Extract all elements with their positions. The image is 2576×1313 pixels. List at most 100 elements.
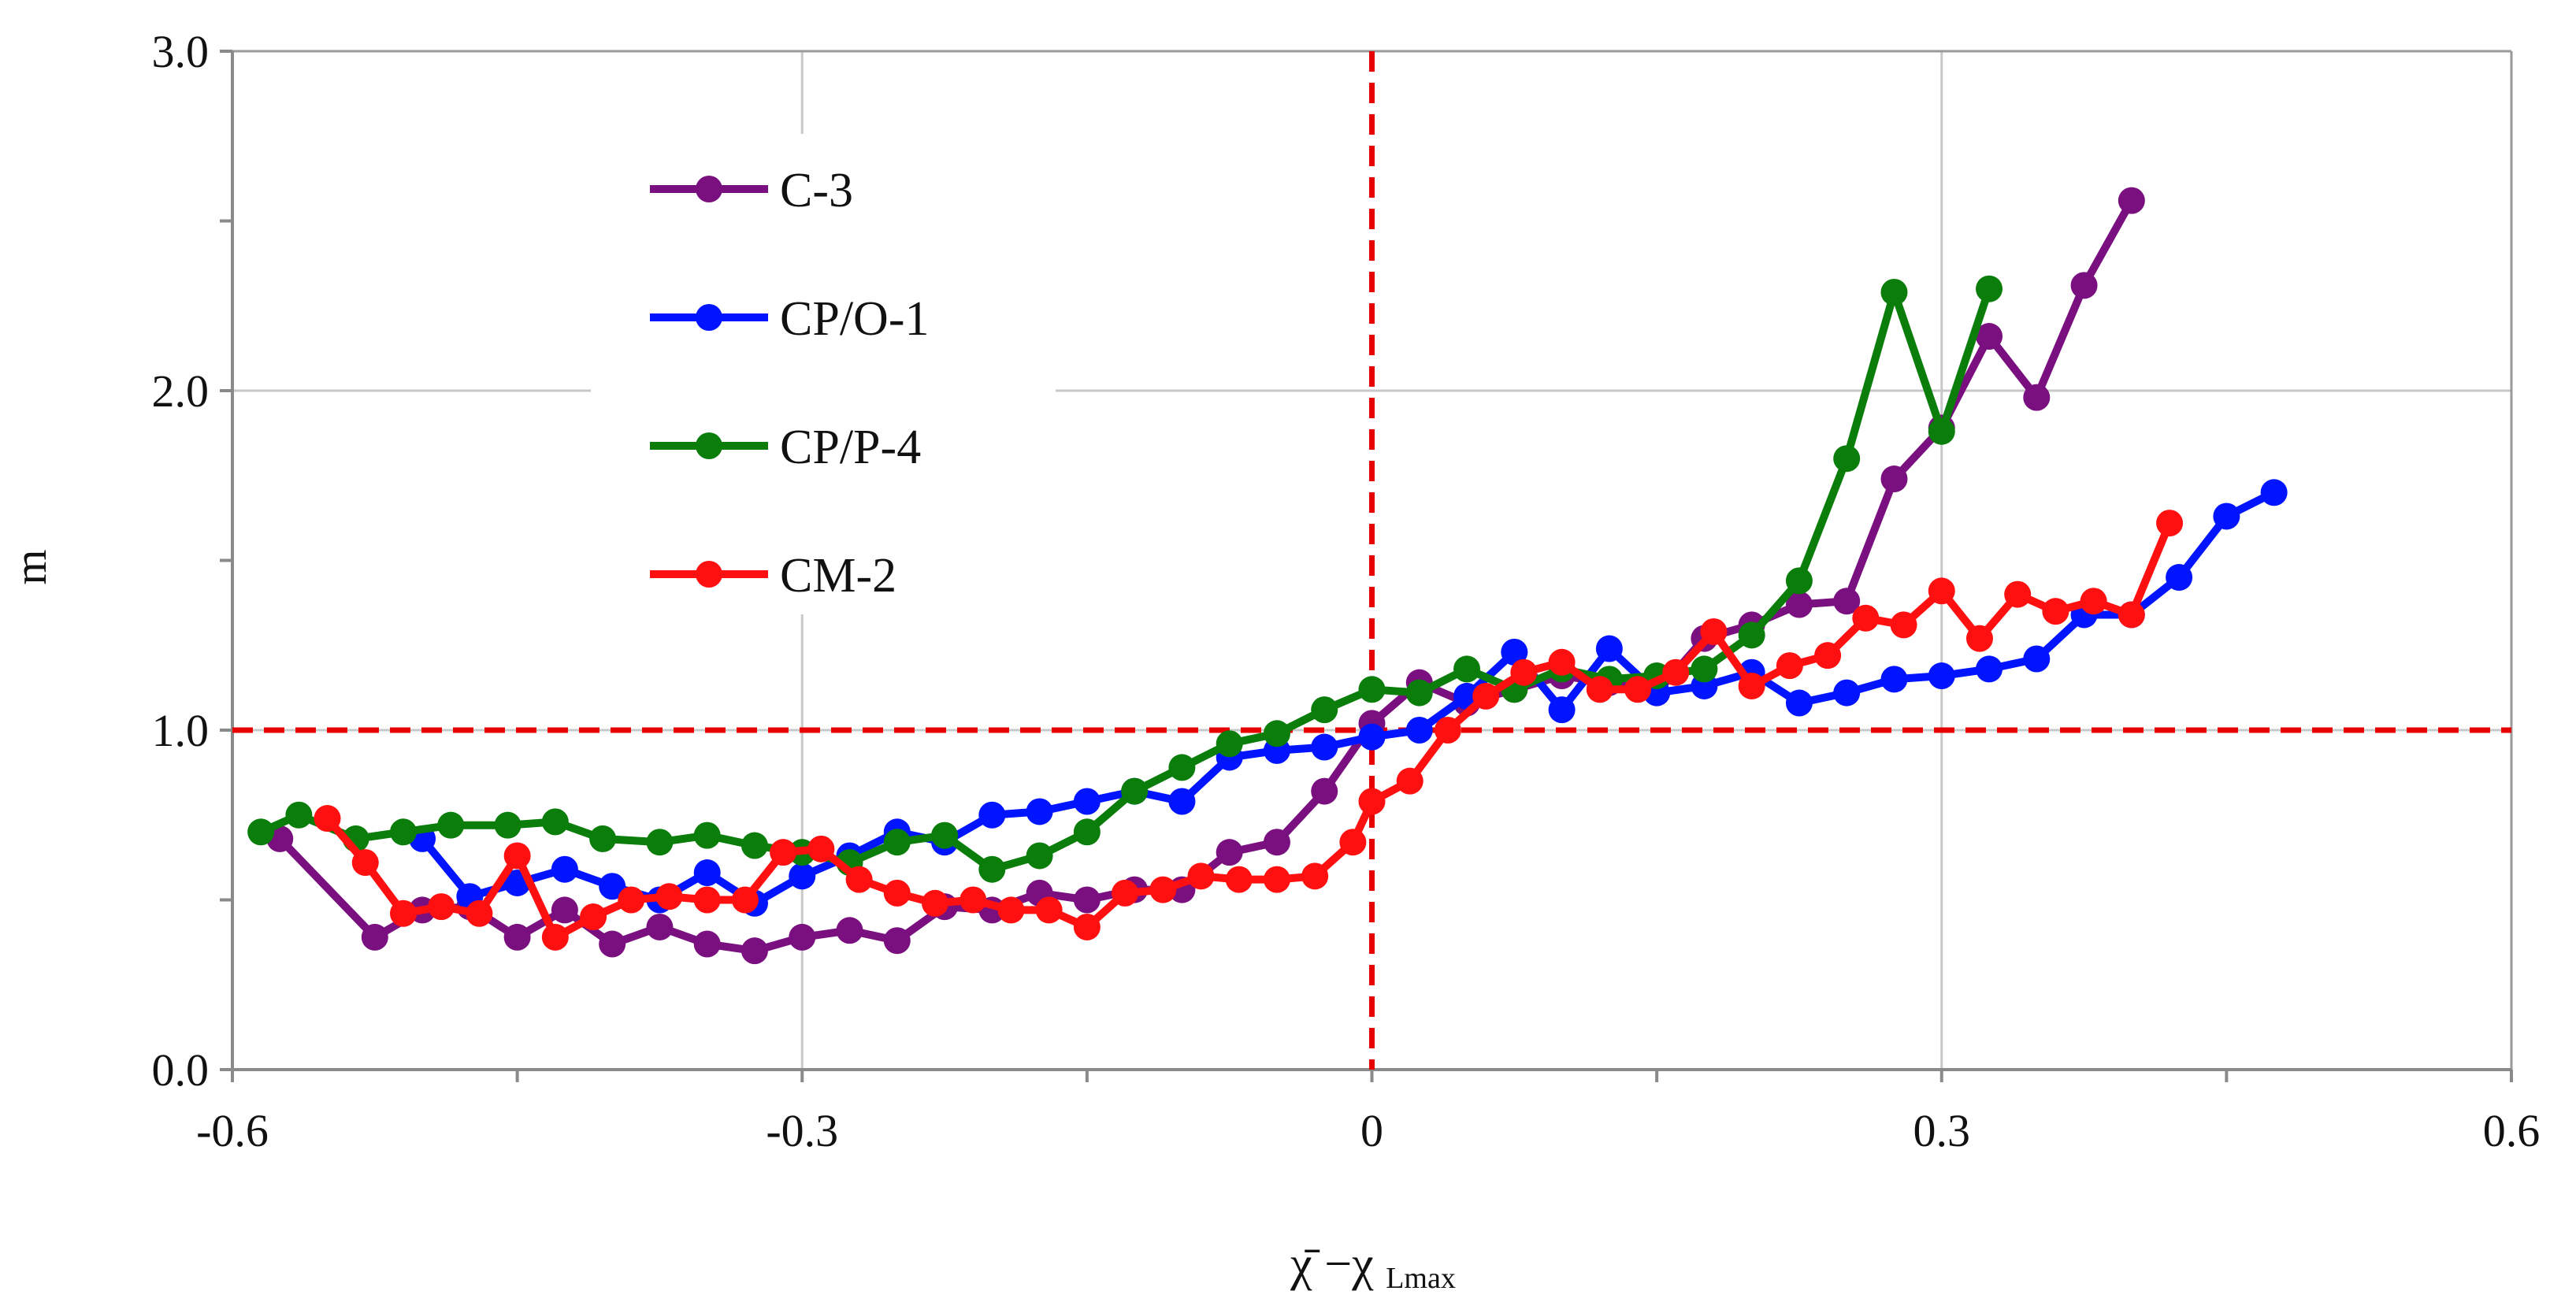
data-point-cm-2 (1624, 676, 1652, 703)
data-point-cp-p-4 (1263, 720, 1290, 747)
data-point-cm-2 (1225, 866, 1253, 893)
data-point-cm-2 (1149, 876, 1177, 903)
data-point-cp-o-1 (1880, 666, 1908, 693)
data-point-c-3 (2070, 272, 2098, 299)
legend-entry-cp-o-1: CP/O-1 (650, 292, 929, 346)
data-point-cp-o-1 (551, 855, 578, 883)
data-point-cp-p-4 (978, 855, 1006, 883)
data-point-c-3 (361, 923, 388, 951)
data-point-cp-p-4 (1976, 275, 2003, 302)
data-point-c-3 (1833, 588, 1861, 615)
data-point-c-3 (789, 923, 816, 951)
data-point-cm-2 (1187, 862, 1215, 890)
data-point-cp-o-1 (1501, 638, 1528, 666)
data-point-cp-p-4 (1405, 679, 1433, 707)
data-point-cm-2 (428, 893, 455, 921)
data-point-cp-p-4 (1311, 696, 1338, 724)
data-point-cm-2 (1700, 618, 1728, 646)
data-point-cm-2 (580, 903, 607, 931)
data-point-c-3 (693, 930, 721, 958)
data-point-cm-2 (2004, 580, 2032, 608)
series-cm-2 (314, 510, 2184, 951)
axis-labels: m χ̄ −χ Lmax (5, 549, 1456, 1295)
y-tick-label: 0.0 (152, 1044, 210, 1096)
data-point-cm-2 (845, 866, 873, 893)
data-point-cm-2 (618, 886, 645, 914)
data-point-cp-p-4 (1928, 417, 1955, 445)
data-point-cm-2 (1073, 913, 1101, 940)
data-point-cm-2 (1852, 604, 1880, 632)
data-point-cp-p-4 (389, 818, 417, 846)
data-point-cm-2 (503, 842, 531, 870)
data-point-c-3 (883, 927, 911, 955)
data-point-cp-p-4 (1691, 655, 1718, 683)
legend-label-cm-2: CM-2 (780, 549, 896, 603)
data-point-cm-2 (1396, 767, 1423, 795)
data-point-cp-o-1 (1833, 679, 1861, 707)
data-point-cp-o-1 (1928, 662, 1955, 690)
y-tick-label: 2.0 (152, 365, 210, 417)
data-point-c-3 (2118, 187, 2145, 214)
data-point-cp-p-4 (1073, 818, 1101, 846)
data-point-cp-o-1 (2213, 503, 2240, 530)
data-point-cp-o-1 (2260, 479, 2288, 506)
data-point-cp-o-1 (1026, 798, 1053, 825)
data-point-cp-p-4 (1785, 567, 1813, 595)
data-point-c-3 (1073, 886, 1101, 914)
data-point-cm-2 (1548, 648, 1576, 676)
data-point-c-3 (646, 913, 674, 940)
data-point-cp-o-1 (1168, 788, 1196, 815)
data-point-cp-p-4 (589, 825, 617, 852)
data-point-cm-2 (1965, 625, 1993, 652)
data-point-cp-o-1 (2166, 564, 2193, 592)
data-point-cm-2 (1510, 658, 1538, 686)
data-point-c-3 (1880, 465, 1908, 493)
legend-label-cp-p-4: CP/P-4 (780, 421, 921, 474)
data-point-cm-2 (1263, 866, 1290, 893)
legend-marker-cp-o-1 (696, 304, 722, 331)
data-point-cp-o-1 (1358, 723, 1386, 751)
data-point-cp-p-4 (883, 829, 911, 856)
data-point-cp-p-4 (1026, 842, 1053, 870)
data-point-cm-2 (314, 805, 341, 833)
data-point-cm-2 (1890, 611, 1917, 639)
legend-marker-cp-p-4 (696, 432, 722, 459)
data-point-cm-2 (2080, 588, 2107, 615)
data-point-cm-2 (351, 849, 379, 877)
data-point-c-3 (599, 930, 626, 958)
legend-marker-cm-2 (696, 561, 722, 588)
data-point-cp-p-4 (1358, 676, 1386, 703)
data-point-c-3 (1976, 323, 2003, 351)
x-axis-label-main: χ̄ −χ (1290, 1237, 1374, 1291)
data-point-cm-2 (1472, 682, 1500, 710)
data-point-cp-o-1 (693, 859, 721, 887)
data-point-cm-2 (1776, 652, 1803, 680)
data-point-cm-2 (1814, 642, 1842, 669)
data-point-cm-2 (1928, 577, 1955, 605)
data-point-cm-2 (997, 896, 1025, 924)
data-point-cm-2 (2042, 598, 2069, 625)
y-axis-label: m (5, 549, 56, 584)
data-point-cm-2 (1339, 829, 1367, 856)
data-point-cm-2 (466, 899, 493, 927)
data-point-cp-o-1 (1405, 717, 1433, 744)
data-point-cm-2 (922, 889, 949, 917)
data-point-c-3 (741, 937, 768, 965)
data-point-cp-p-4 (1833, 445, 1861, 473)
data-point-c-3 (503, 923, 531, 951)
x-tick-label: 0.6 (2483, 1105, 2541, 1156)
data-point-cp-p-4 (646, 829, 674, 856)
data-point-cp-p-4 (1216, 730, 1243, 758)
x-tick-label: -0.6 (196, 1105, 269, 1156)
series-cp-p-4 (247, 275, 2003, 883)
legend-entry-cp-p-4: CP/P-4 (650, 421, 921, 474)
data-point-cm-2 (1434, 717, 1461, 744)
data-point-cm-2 (770, 839, 797, 866)
data-point-cp-p-4 (1121, 777, 1149, 805)
legend-entry-cm-2: CM-2 (650, 549, 896, 603)
data-point-c-3 (1785, 591, 1813, 618)
data-point-cm-2 (693, 886, 721, 914)
